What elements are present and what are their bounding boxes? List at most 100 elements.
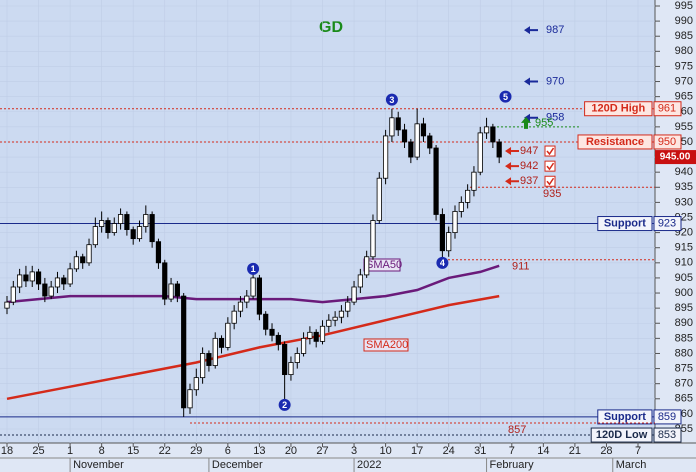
candle-body bbox=[288, 362, 294, 376]
y-tick-label: 875 bbox=[675, 362, 693, 374]
candle-body bbox=[433, 147, 439, 215]
y-tick-label: 910 bbox=[675, 257, 693, 269]
candle-body bbox=[300, 337, 307, 354]
x-tick-label: 8 bbox=[99, 445, 105, 457]
target-arrow bbox=[521, 116, 531, 129]
x-tick-label: 6 bbox=[225, 445, 231, 457]
candle-body bbox=[427, 135, 433, 149]
month-label: 2022 bbox=[357, 459, 381, 471]
x-tick-label: 10 bbox=[379, 445, 391, 457]
candle-body bbox=[408, 141, 414, 158]
candle-body bbox=[130, 229, 136, 240]
candle-body bbox=[237, 301, 244, 312]
y-tick-label: 970 bbox=[675, 75, 693, 87]
candle-body bbox=[42, 283, 48, 297]
candle-body bbox=[23, 274, 29, 282]
y-tick-label: 930 bbox=[675, 196, 693, 208]
y-tick-label: 980 bbox=[675, 45, 693, 57]
x-tick-label: 3 bbox=[351, 445, 357, 457]
legend-box bbox=[363, 338, 409, 352]
month-label: November bbox=[73, 459, 124, 471]
candle-body bbox=[483, 126, 490, 134]
x-tick-label: 27 bbox=[316, 445, 328, 457]
candle-body bbox=[382, 135, 389, 179]
candle-body bbox=[319, 325, 326, 342]
x-tick-label: 15 bbox=[127, 445, 139, 457]
wave-label: 4 bbox=[440, 258, 445, 268]
candle-body bbox=[4, 301, 10, 309]
chart-title: GD bbox=[319, 19, 343, 36]
candle-body bbox=[376, 177, 382, 221]
candle-body bbox=[345, 301, 351, 312]
candle-body bbox=[29, 271, 35, 282]
level-value-box bbox=[653, 216, 682, 232]
x-tick-label: 21 bbox=[569, 445, 581, 457]
y-tick-label: 905 bbox=[675, 272, 693, 284]
level-label-box bbox=[577, 134, 653, 150]
check-box bbox=[544, 145, 556, 157]
y-tick-label: 880 bbox=[675, 347, 693, 359]
candle-body bbox=[162, 262, 168, 300]
level-label-box bbox=[597, 216, 653, 232]
wave-marker bbox=[278, 398, 291, 411]
candle-body bbox=[212, 337, 218, 366]
level-value: 859 bbox=[658, 411, 676, 423]
candle-body bbox=[225, 322, 231, 348]
candle-body bbox=[136, 226, 143, 240]
y-tick-label: 965 bbox=[675, 91, 693, 103]
candle-body bbox=[111, 223, 117, 234]
x-tick-label: 17 bbox=[411, 445, 423, 457]
note-label: 857 bbox=[508, 424, 526, 436]
level-value-box bbox=[653, 409, 682, 425]
candle-body bbox=[395, 117, 401, 131]
x-tick-label: 18 bbox=[1, 445, 13, 457]
level-value: 923 bbox=[658, 217, 676, 229]
candle-body bbox=[269, 328, 275, 336]
candle-body bbox=[282, 343, 288, 376]
level-value: 950 bbox=[658, 136, 676, 148]
level-label: Support bbox=[604, 411, 646, 423]
y-tick-label: 975 bbox=[675, 60, 693, 72]
level-value-box bbox=[653, 427, 682, 443]
level-value: 853 bbox=[658, 429, 676, 441]
x-tick-label: 13 bbox=[253, 445, 265, 457]
sma-line bbox=[6, 294, 500, 401]
candle-body bbox=[187, 389, 193, 409]
candle-body bbox=[465, 189, 471, 203]
candle-body bbox=[244, 295, 250, 303]
candle-body bbox=[193, 377, 199, 391]
legend-label: SMA200 bbox=[366, 339, 408, 351]
candle-body bbox=[155, 241, 162, 264]
y-tick-label: 990 bbox=[675, 15, 693, 27]
candle-body bbox=[231, 310, 237, 324]
target-label: 947 bbox=[520, 145, 538, 157]
candle-body bbox=[48, 286, 54, 297]
y-tick-label: 985 bbox=[675, 30, 693, 42]
level-value-box bbox=[653, 101, 682, 117]
wave-label: 1 bbox=[251, 264, 256, 274]
target-arrow bbox=[524, 26, 538, 35]
level-label-box bbox=[597, 409, 653, 425]
month-label: December bbox=[212, 459, 263, 471]
candle-body bbox=[54, 277, 61, 288]
y-tick-label: 900 bbox=[675, 287, 693, 299]
candle-body bbox=[313, 331, 319, 342]
target-label: 937 bbox=[520, 175, 538, 187]
candle-body bbox=[149, 214, 155, 243]
level-label: 120D High bbox=[591, 103, 645, 115]
last-price-box bbox=[655, 150, 696, 165]
wave-marker bbox=[247, 262, 260, 275]
candle-body bbox=[174, 283, 180, 297]
candle-body bbox=[496, 141, 502, 158]
candle-body bbox=[86, 244, 92, 264]
x-tick-label: 24 bbox=[443, 445, 455, 457]
last-price-label: 945.00 bbox=[660, 152, 691, 163]
x-tick-label: 20 bbox=[285, 445, 297, 457]
candle-body bbox=[326, 319, 332, 327]
level-label-box bbox=[584, 101, 653, 117]
note-label: 911 bbox=[512, 261, 530, 273]
candle-body bbox=[439, 214, 445, 252]
candle-body bbox=[414, 123, 420, 158]
